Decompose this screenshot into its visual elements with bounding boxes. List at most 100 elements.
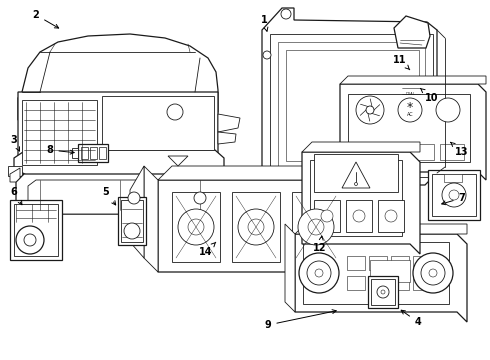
Circle shape: [356, 96, 384, 124]
Polygon shape: [302, 142, 420, 152]
Polygon shape: [340, 76, 486, 84]
Bar: [81, 147, 88, 159]
Bar: [428, 170, 480, 220]
Circle shape: [238, 209, 274, 245]
Bar: [99, 147, 106, 159]
Circle shape: [263, 51, 271, 59]
Circle shape: [24, 234, 36, 246]
Text: 5: 5: [102, 187, 116, 205]
Polygon shape: [168, 156, 188, 166]
Polygon shape: [18, 92, 218, 168]
Circle shape: [299, 253, 339, 293]
Circle shape: [178, 209, 214, 245]
Bar: [303, 242, 449, 304]
Bar: [391, 256, 409, 270]
Bar: [348, 94, 470, 162]
Circle shape: [413, 253, 453, 293]
Circle shape: [315, 269, 323, 277]
Bar: [310, 160, 402, 236]
Bar: [121, 200, 143, 242]
Bar: [347, 276, 365, 290]
Polygon shape: [218, 114, 240, 132]
Polygon shape: [295, 224, 467, 234]
Bar: [72, 148, 78, 158]
Bar: [444, 174, 462, 182]
Circle shape: [354, 183, 358, 185]
Circle shape: [188, 219, 204, 235]
Text: 7: 7: [441, 193, 466, 205]
Polygon shape: [278, 42, 425, 169]
Bar: [432, 174, 476, 216]
Polygon shape: [144, 166, 158, 272]
Bar: [368, 276, 398, 308]
Polygon shape: [287, 185, 312, 207]
Polygon shape: [130, 166, 144, 258]
Text: 8: 8: [47, 145, 74, 155]
Circle shape: [436, 98, 460, 122]
Polygon shape: [340, 84, 486, 180]
Polygon shape: [240, 168, 252, 182]
Text: 6: 6: [11, 187, 22, 205]
Bar: [378, 200, 404, 232]
Circle shape: [385, 210, 397, 222]
Bar: [369, 276, 387, 290]
Bar: [102, 96, 214, 150]
Polygon shape: [16, 174, 248, 214]
Bar: [172, 192, 220, 262]
Polygon shape: [28, 180, 240, 214]
Bar: [391, 276, 409, 290]
Bar: [371, 279, 395, 305]
Bar: [216, 166, 230, 176]
Circle shape: [429, 269, 437, 277]
Circle shape: [16, 226, 44, 254]
Circle shape: [381, 290, 385, 294]
Circle shape: [366, 106, 374, 114]
Polygon shape: [302, 152, 420, 254]
Circle shape: [321, 210, 333, 222]
Circle shape: [398, 98, 422, 122]
Text: 10: 10: [420, 88, 439, 103]
Bar: [292, 192, 340, 262]
Circle shape: [298, 209, 334, 245]
Text: 4: 4: [401, 310, 421, 327]
Text: 14: 14: [199, 242, 216, 257]
Polygon shape: [286, 50, 419, 161]
Text: 2: 2: [33, 10, 59, 28]
Bar: [78, 144, 108, 162]
Circle shape: [442, 183, 466, 207]
Circle shape: [124, 223, 140, 239]
Circle shape: [167, 104, 183, 120]
Text: 12: 12: [313, 236, 327, 253]
Circle shape: [377, 286, 389, 298]
Polygon shape: [14, 150, 224, 176]
Polygon shape: [262, 8, 437, 185]
Circle shape: [307, 261, 331, 285]
Polygon shape: [270, 34, 433, 177]
Bar: [8, 166, 22, 176]
Circle shape: [421, 261, 445, 285]
Text: 13: 13: [451, 142, 469, 157]
Bar: [413, 276, 431, 290]
Polygon shape: [394, 16, 430, 48]
Polygon shape: [158, 166, 370, 180]
Text: 9: 9: [265, 310, 336, 330]
Text: DUAL: DUAL: [405, 92, 415, 96]
Bar: [399, 81, 423, 99]
Polygon shape: [285, 224, 295, 312]
Bar: [347, 256, 365, 270]
Bar: [380, 144, 404, 160]
Bar: [314, 200, 340, 232]
Polygon shape: [342, 162, 370, 188]
Bar: [369, 256, 387, 270]
Bar: [396, 78, 426, 102]
Bar: [314, 154, 398, 192]
Bar: [440, 144, 464, 160]
Circle shape: [449, 190, 459, 200]
Text: 1: 1: [261, 15, 268, 31]
Text: AC: AC: [407, 112, 413, 117]
Polygon shape: [218, 132, 236, 144]
Bar: [350, 144, 374, 160]
Bar: [14, 204, 58, 256]
Circle shape: [308, 219, 324, 235]
Polygon shape: [10, 168, 20, 182]
